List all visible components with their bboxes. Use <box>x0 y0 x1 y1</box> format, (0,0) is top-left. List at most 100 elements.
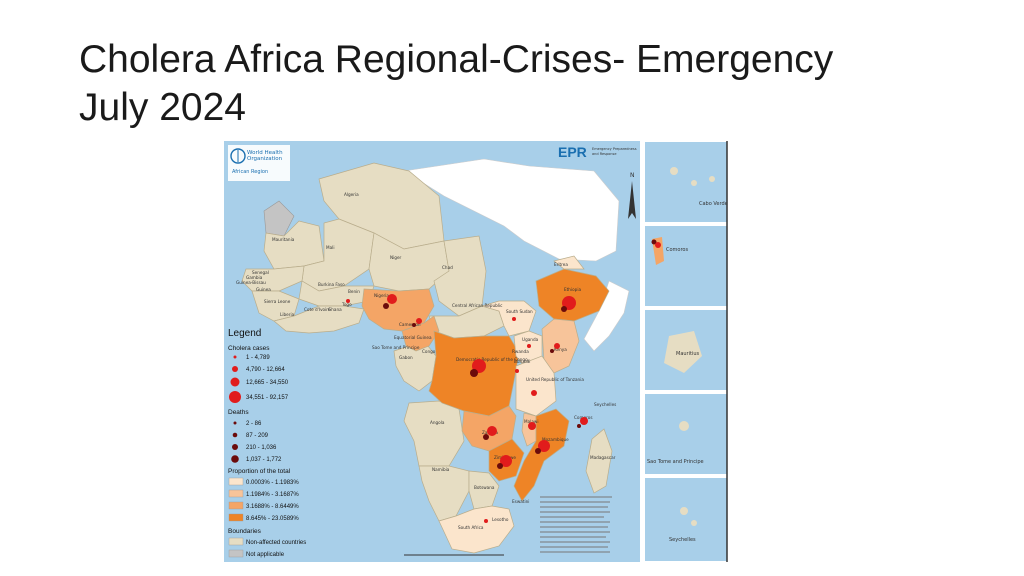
country-label-mali: Mali <box>326 245 335 250</box>
title-line-1: Cholera Africa Regional-Crises- Emergenc… <box>79 38 834 81</box>
deaths-ethiopia <box>561 306 567 312</box>
legend-boundary-label-2: Not applicable <box>246 552 285 558</box>
deaths-cameroon <box>412 323 416 327</box>
country-ethiopia <box>535 268 610 322</box>
country-label-gabon: Gabon <box>399 355 413 360</box>
epr-logo-mark: EPR <box>558 144 587 160</box>
who-logo-line1: World Health <box>247 150 283 156</box>
cholera-map: Cabo Verde Comoros Mauritius Sao Tome an… <box>224 141 728 562</box>
epr-logo-line2: and Response <box>592 152 617 156</box>
country-label-south-sudan: South Sudan <box>506 309 533 314</box>
legend-deaths-range-3: 210 - 1,036 <box>246 445 277 451</box>
cases-uganda <box>527 344 531 348</box>
country-label-cote-d-ivoire: Cote d'Ivoire <box>304 307 331 312</box>
country-label-mauritania: Mauritania <box>272 237 295 242</box>
inset-comoros-deaths <box>651 239 657 245</box>
legend-proportion-swatch-2 <box>228 489 244 498</box>
country-label-angola: Angola <box>430 420 445 425</box>
country-label-burundi: Burundi <box>514 359 530 364</box>
inset-comoros-cases <box>655 242 661 248</box>
country-label-equatorial-guinea: Equatorial Guinea <box>394 335 432 340</box>
country-cameroon <box>401 315 440 352</box>
country-label-guinea-bissau: Guinea-Bissau <box>236 280 266 285</box>
legend-proportion-swatch-4 <box>228 513 244 522</box>
legend-cases-symbol-3 <box>230 377 240 387</box>
cases-zimbabwe <box>500 455 512 467</box>
country-label-lesotho: Lesotho <box>492 517 509 522</box>
country-label-democratic-republic-of-the-congo: Democratic Republic of the Congo <box>456 357 528 362</box>
legend-proportion-range-4: 8.645% - 23.0589% <box>246 516 299 522</box>
country-label-seychelles: Seychelles <box>594 402 616 407</box>
country-label-nigeria: Nigeria <box>374 293 389 298</box>
slide-title: Cholera Africa Regional-Crises- Emergenc… <box>79 36 979 132</box>
legend-cases-range-3: 12,665 - 34,550 <box>246 380 289 386</box>
north-arrow-label: N <box>630 172 635 179</box>
legend-boundary-label-1: Non-affected countries <box>246 540 306 546</box>
legend-deaths-symbol-4 <box>231 455 239 463</box>
legend-deaths-heading: Deaths <box>228 409 249 416</box>
country-label-mozambique: Mozambique <box>542 437 569 442</box>
legend-deaths-range-4: 1,037 - 1,772 <box>246 457 282 463</box>
title-line-2: July 2024 <box>79 86 246 129</box>
cases-mozambique <box>538 440 550 452</box>
legend-cases-symbol-2 <box>232 366 238 372</box>
cases-malawi <box>528 422 536 430</box>
legend-cases-range-2: 4,790 - 12,664 <box>246 367 285 373</box>
country-label-niger: Niger <box>390 255 402 260</box>
region-western-sahara <box>263 200 295 237</box>
country-malawi <box>521 412 537 447</box>
deaths-zimbabwe <box>497 463 503 469</box>
country-label-cameroon: Cameroon <box>399 322 421 327</box>
deaths-kenya <box>550 349 554 353</box>
legend-proportion-swatch-3 <box>228 501 244 510</box>
inset-label-comoros: Comoros <box>666 247 688 253</box>
country-label-sao-tome-and-principe: Sao Tome and Principe <box>372 345 420 350</box>
inset-island-cabo-verde-2 <box>691 180 697 186</box>
region-not-applicable-horn <box>583 280 630 352</box>
deaths-drc <box>470 369 478 377</box>
legend-deaths-range-2: 87 - 209 <box>246 433 269 439</box>
inset-panel-sao-tome <box>643 392 728 476</box>
country-label-ethiopia: Ethiopia <box>564 287 581 292</box>
country-label-namibia: Namibia <box>432 467 450 472</box>
country-label-ghana: Ghana <box>328 307 342 312</box>
cases-burundi <box>515 369 519 373</box>
legend-deaths-symbol-1 <box>233 421 237 425</box>
legend-cases-symbol-1 <box>233 355 237 359</box>
country-label-south-africa: South Africa <box>458 525 484 530</box>
country-label-united-republic-of-tanzania: United Republic of Tanzania <box>526 377 584 382</box>
country-label-guinea: Guinea <box>256 287 271 292</box>
deaths-mozambique <box>535 448 541 454</box>
cases-tanzania <box>531 390 537 396</box>
legend-boundaries-heading: Boundaries <box>228 528 262 535</box>
legend-cases-heading: Cholera cases <box>228 345 270 352</box>
cases-south-sudan <box>512 317 516 321</box>
inset-panel-seychelles <box>643 476 728 562</box>
country-label-togo: Togo <box>341 302 352 307</box>
inset-label-cabo-verde: Cabo Verde <box>699 201 728 207</box>
country-label-malawi: Malawi <box>524 419 539 424</box>
inset-island-mauritius <box>664 331 702 373</box>
country-label-eritrea: Eritrea <box>554 262 568 267</box>
country-label-central-african-republic: Central African Republic <box>452 303 503 308</box>
epr-logo-line1: Emergency Preparedness <box>592 147 637 151</box>
country-south-africa <box>438 505 515 554</box>
inset-island-sao-tome <box>679 421 689 431</box>
inset-label-seychelles: Seychelles <box>669 537 696 543</box>
who-emblem-icon <box>230 148 246 164</box>
legend-proportion-range-3: 3.1688% - 8.6449% <box>246 504 299 510</box>
country-label-benin: Benin <box>348 289 360 294</box>
country-label-gambia: Gambia <box>246 275 263 280</box>
inset-island-seychelles-1 <box>680 507 688 515</box>
inset-panel-cabo-verde <box>643 141 728 224</box>
country-label-algeria: Algeria <box>344 192 359 197</box>
legend-deaths-symbol-2 <box>232 432 238 438</box>
cases-togo <box>346 299 350 303</box>
legend: Legend Cholera cases 1 - 4,789 4,790 - 1… <box>228 328 306 558</box>
deaths-nigeria <box>383 303 389 309</box>
legend-cases-range-1: 1 - 4,789 <box>246 355 270 361</box>
legend-proportion-range-1: 0.0003% - 1.1983% <box>246 480 299 486</box>
cases-comoros <box>580 417 588 425</box>
legend-boundary-swatch-2 <box>228 549 244 558</box>
map-disclaimer-block <box>540 496 612 553</box>
